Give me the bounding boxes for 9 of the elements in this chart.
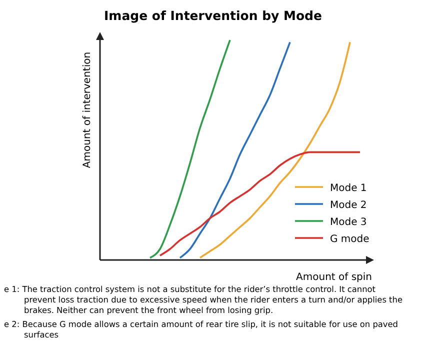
legend-label: Mode 2 — [330, 200, 367, 211]
legend-label: Mode 1 — [330, 183, 367, 194]
text: e 1: The traction control system is not a substitute for the rider’s throttle control. It cannot prevent loss traction due to excessive speed when the rider enters a turn and/or applies the brakes. Neither can prevent the front wheel from losing grip. — [4, 284, 402, 315]
chart-title: Image of Intervention by Mode — [104, 8, 322, 23]
y-axis-title: Amount of intervention — [82, 52, 93, 168]
x-axis-title: Amount of spin — [296, 272, 372, 283]
text: e 2: Because G mode allows a certain amount of rear tire slip, it is not suitable for use on paved surfaces — [4, 319, 398, 340]
legend-label: Mode 3 — [330, 217, 367, 228]
legend-label: G mode — [330, 234, 370, 245]
